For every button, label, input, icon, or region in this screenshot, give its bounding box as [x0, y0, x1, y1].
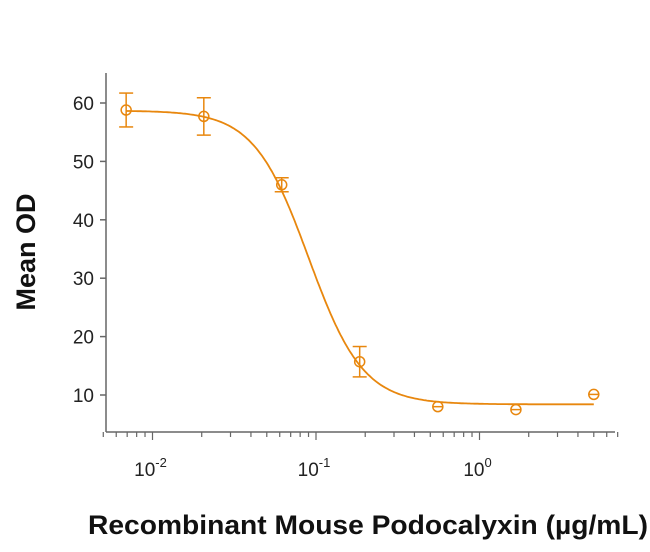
- data-point: [198, 110, 210, 123]
- data-point: [588, 388, 600, 401]
- y-tick-label: 20: [73, 328, 94, 349]
- data-point-group: [510, 403, 522, 416]
- data-point: [432, 400, 444, 413]
- data-point-group: [432, 400, 444, 413]
- y-tick-label: 50: [73, 152, 94, 173]
- y-tick-label: 10: [73, 386, 94, 407]
- data-point: [120, 104, 132, 116]
- y-tick-label: 30: [73, 269, 94, 290]
- y-tick-label: 40: [73, 211, 94, 232]
- y-axis-label: Mean OD: [11, 193, 41, 310]
- data-point: [353, 355, 366, 368]
- data-point-group: [274, 177, 289, 193]
- data-point: [275, 179, 288, 191]
- x-tick-label: 10-1: [298, 455, 331, 481]
- x-tick-label: 10-2: [134, 455, 167, 481]
- data-point-group: [119, 92, 134, 128]
- x-axis-label: Recombinant Mouse Podocalyxin (µg/mL): [88, 510, 648, 540]
- data-point-group: [588, 388, 600, 401]
- data-point: [510, 403, 522, 416]
- data-point-group: [352, 345, 367, 378]
- data-point-group: [196, 96, 211, 136]
- x-tick-label: 100: [463, 455, 491, 481]
- y-tick-label: 60: [73, 94, 94, 115]
